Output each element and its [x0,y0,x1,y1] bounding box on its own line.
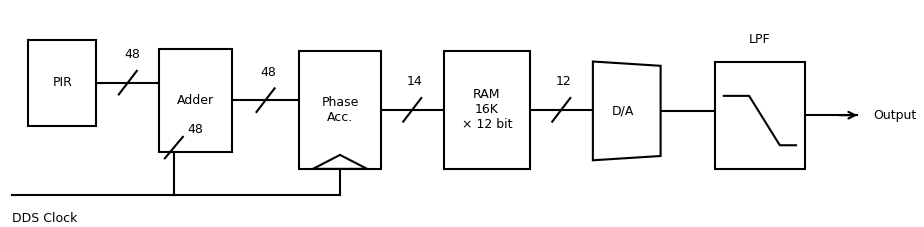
Bar [29,40,96,126]
Text: 48: 48 [188,123,203,136]
Bar [715,62,805,169]
Bar [160,49,232,152]
Text: 48: 48 [125,48,140,61]
Polygon shape [593,62,661,160]
Bar [299,51,381,169]
Text: 48: 48 [261,66,276,79]
Text: LPF: LPF [749,33,771,47]
Text: Output: Output [873,109,916,122]
Text: DDS Clock: DDS Clock [12,212,78,225]
Text: Phase
Acc.: Phase Acc. [322,96,359,124]
Text: 12: 12 [556,75,572,88]
Text: PIR: PIR [53,76,72,89]
Text: Adder: Adder [177,94,214,107]
Text: RAM
16K
× 12 bit: RAM 16K × 12 bit [461,88,512,131]
Bar [444,51,529,169]
Text: 14: 14 [407,75,423,88]
Text: D/A: D/A [613,104,635,117]
